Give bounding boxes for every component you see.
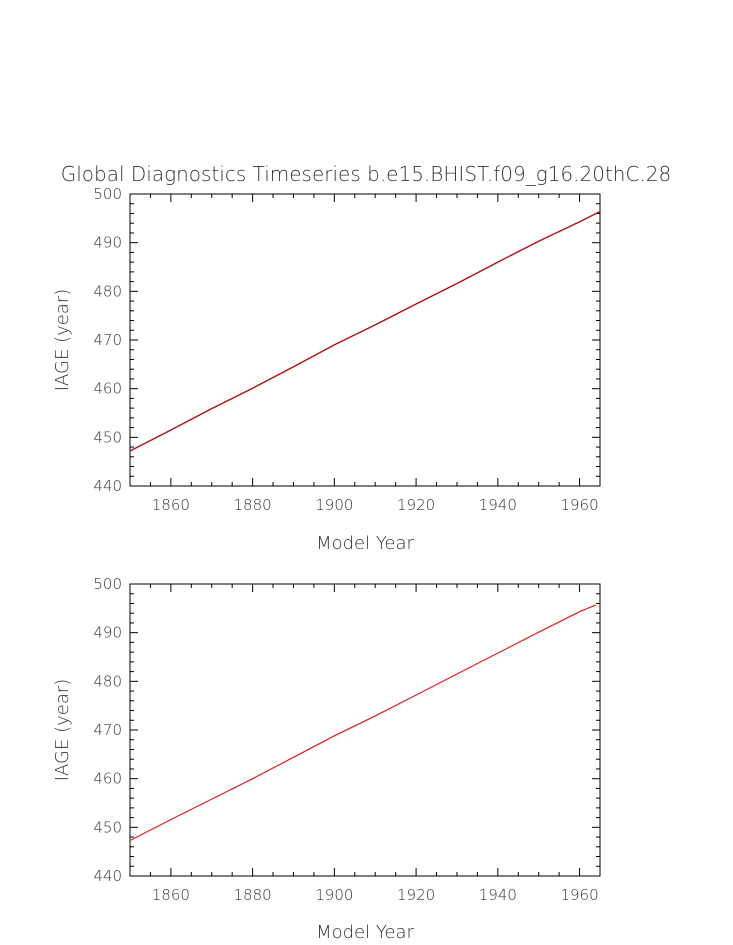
x-tick-label: 1860 — [152, 886, 190, 904]
x-tick-label: 1920 — [397, 886, 435, 904]
chart-title: Global Diagnostics Timeseries b.e15.BHIS… — [61, 162, 672, 186]
tick-marks — [129, 193, 601, 487]
x-tick-label: 1900 — [315, 496, 353, 514]
y-tick-label: 460 — [93, 770, 122, 788]
x-axis-label: Model Year — [316, 922, 414, 943]
plot-bottom: 1860 1880 1900 1920 1940 1960 440 450 460 470 480 4… — [52, 575, 601, 943]
y-tick-label: 450 — [93, 818, 122, 836]
y-axis-label: IAGE (year) — [52, 679, 73, 782]
x-tick-label: 1880 — [234, 496, 272, 514]
y-tick-label: 470 — [93, 331, 122, 349]
x-tick-label: 1860 — [152, 496, 190, 514]
series-line-iage — [129, 604, 597, 842]
y-tick-label: 480 — [93, 282, 122, 300]
plot-top: 1860 1880 1900 1920 1940 1960 440 450 460 470 480 4… — [52, 185, 601, 554]
x-axis-label: Model Year — [316, 533, 414, 554]
y-tick-label: 440 — [93, 867, 122, 885]
series-line-iage — [129, 210, 601, 452]
y-tick-label: 490 — [93, 624, 122, 642]
y-tick-label: 450 — [93, 428, 122, 446]
y-tick-label: 460 — [93, 380, 122, 398]
y-axis-label: IAGE (year) — [52, 289, 73, 392]
y-tick-label: 490 — [93, 234, 122, 252]
y-tick-label: 470 — [93, 721, 122, 739]
x-tick-label: 1960 — [560, 886, 598, 904]
x-tick-label: 1940 — [479, 886, 517, 904]
x-tick-label: 1940 — [479, 496, 517, 514]
tick-marks — [129, 583, 601, 877]
x-tick-label: 1960 — [560, 496, 598, 514]
tick-labels: 1860 1880 1900 1920 1940 1960 440 450 460 470 480 4… — [93, 575, 598, 904]
plot-frame — [129, 193, 601, 487]
plot-frame — [129, 583, 601, 877]
tick-labels: 1860 1880 1900 1920 1940 1960 440 450 460 470 480 4… — [93, 185, 598, 514]
y-tick-label: 440 — [93, 477, 122, 495]
x-tick-label: 1900 — [315, 886, 353, 904]
x-tick-label: 1920 — [397, 496, 435, 514]
y-tick-label: 500 — [93, 185, 122, 203]
x-tick-label: 1880 — [234, 886, 272, 904]
y-tick-label: 500 — [93, 575, 122, 593]
y-tick-label: 480 — [93, 672, 122, 690]
